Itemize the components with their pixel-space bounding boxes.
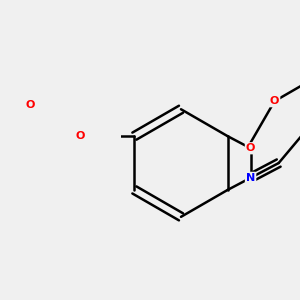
Text: O: O — [270, 96, 279, 106]
Text: N: N — [246, 173, 255, 183]
Text: O: O — [76, 131, 85, 141]
Text: O: O — [26, 100, 35, 110]
Text: O: O — [246, 143, 255, 153]
